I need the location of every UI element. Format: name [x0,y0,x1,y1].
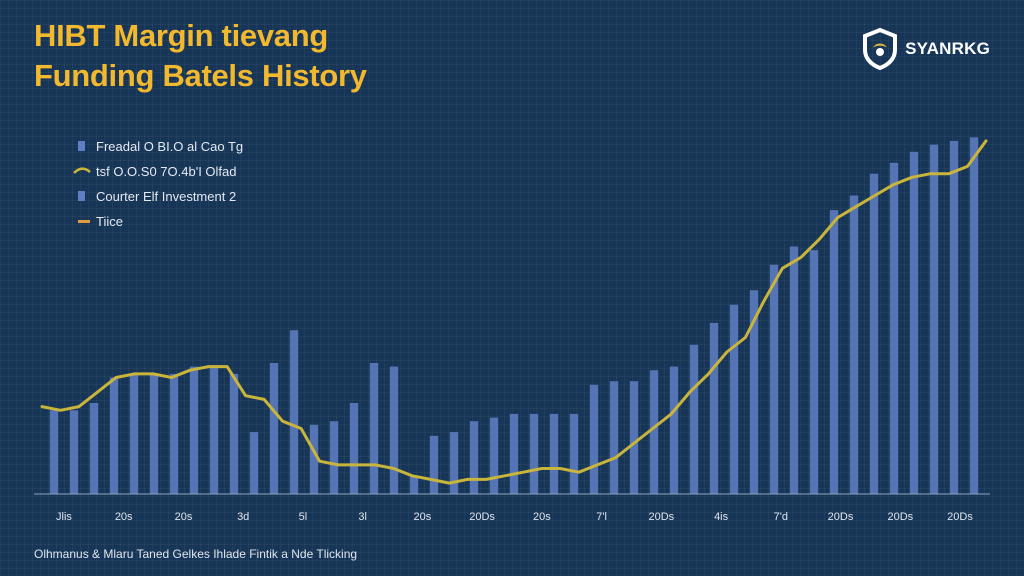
bar [589,384,599,494]
bar [89,403,99,494]
bar [389,366,399,494]
bar [709,322,719,494]
legend-marker [73,167,91,174]
bar [69,410,79,494]
legend-label: Freadal O BI.O al Cao Tg [96,139,243,154]
bar [609,381,619,494]
bar [249,432,259,494]
bar [869,173,879,494]
footer-caption: Olhmanus & Mlaru Taned Gelkes Ihlade Fin… [34,547,358,561]
bar [849,195,859,494]
x-tick-label: 5l [299,511,308,523]
bar [429,435,439,494]
bar [109,377,119,494]
x-tick-label: 7'd [774,511,788,523]
x-tick-label: 20s [175,511,193,523]
bar [829,210,839,494]
bar [489,417,499,494]
bar [689,344,699,494]
bar [229,373,239,494]
x-tick-label: 4is [714,511,729,523]
bar [769,264,779,494]
bar [569,413,579,494]
bar [809,250,819,494]
x-tick-label: 20Ds [648,511,674,523]
bar [49,410,59,494]
legend-marker [78,191,85,201]
legend-label: Courter Elf Investment 2 [96,189,236,204]
bar [169,373,179,494]
legend-marker [78,220,90,223]
x-tick-label: 20s [115,511,133,523]
bar [649,370,659,494]
x-tick-label: Jlis [56,511,72,523]
bar [129,373,139,494]
bar [969,137,979,495]
bar [269,363,279,494]
x-tick-label: 20s [533,511,551,523]
bar [209,366,219,494]
brand-name: SYANRKG [905,39,990,58]
series-line [40,139,988,485]
bar [289,330,299,494]
bar [449,432,459,494]
bar [409,475,419,494]
bar [909,151,919,495]
bar [469,421,479,494]
x-tick-label: 20Ds [828,511,854,523]
x-tick-label: 7'l [596,511,607,523]
bar [549,413,559,494]
chart-title-line-1: HIBT Margin tievang [34,18,328,53]
legend-label: tsf O.O.S0 7O.4b'I Olfad [96,164,237,179]
x-tick-label: 3d [237,511,249,523]
bar [789,246,799,494]
bar [529,413,539,494]
bar [629,381,639,494]
bar [369,363,379,494]
bar [329,421,339,494]
bar [149,373,159,494]
shield-icon [863,27,898,71]
brand-logo: SYANRKG [857,26,990,72]
bar [929,144,939,494]
bar [509,413,519,494]
x-tick-label: 20Ds [947,511,973,523]
bar [309,424,319,494]
bar [749,290,759,494]
x-tick-label: 20Ds [887,511,913,523]
bar [949,140,959,494]
x-tick-label: 20Ds [469,511,495,523]
legend-marker [78,141,85,151]
x-tick-label: 3l [358,511,367,523]
bar [349,403,359,494]
x-tick-label: 20s [414,511,432,523]
bar [189,366,199,494]
legend-label: Tiice [96,214,123,229]
chart-title-line-2: Funding Batels History [34,58,367,93]
bar [669,366,679,494]
bar [729,304,739,494]
bar [889,162,899,495]
